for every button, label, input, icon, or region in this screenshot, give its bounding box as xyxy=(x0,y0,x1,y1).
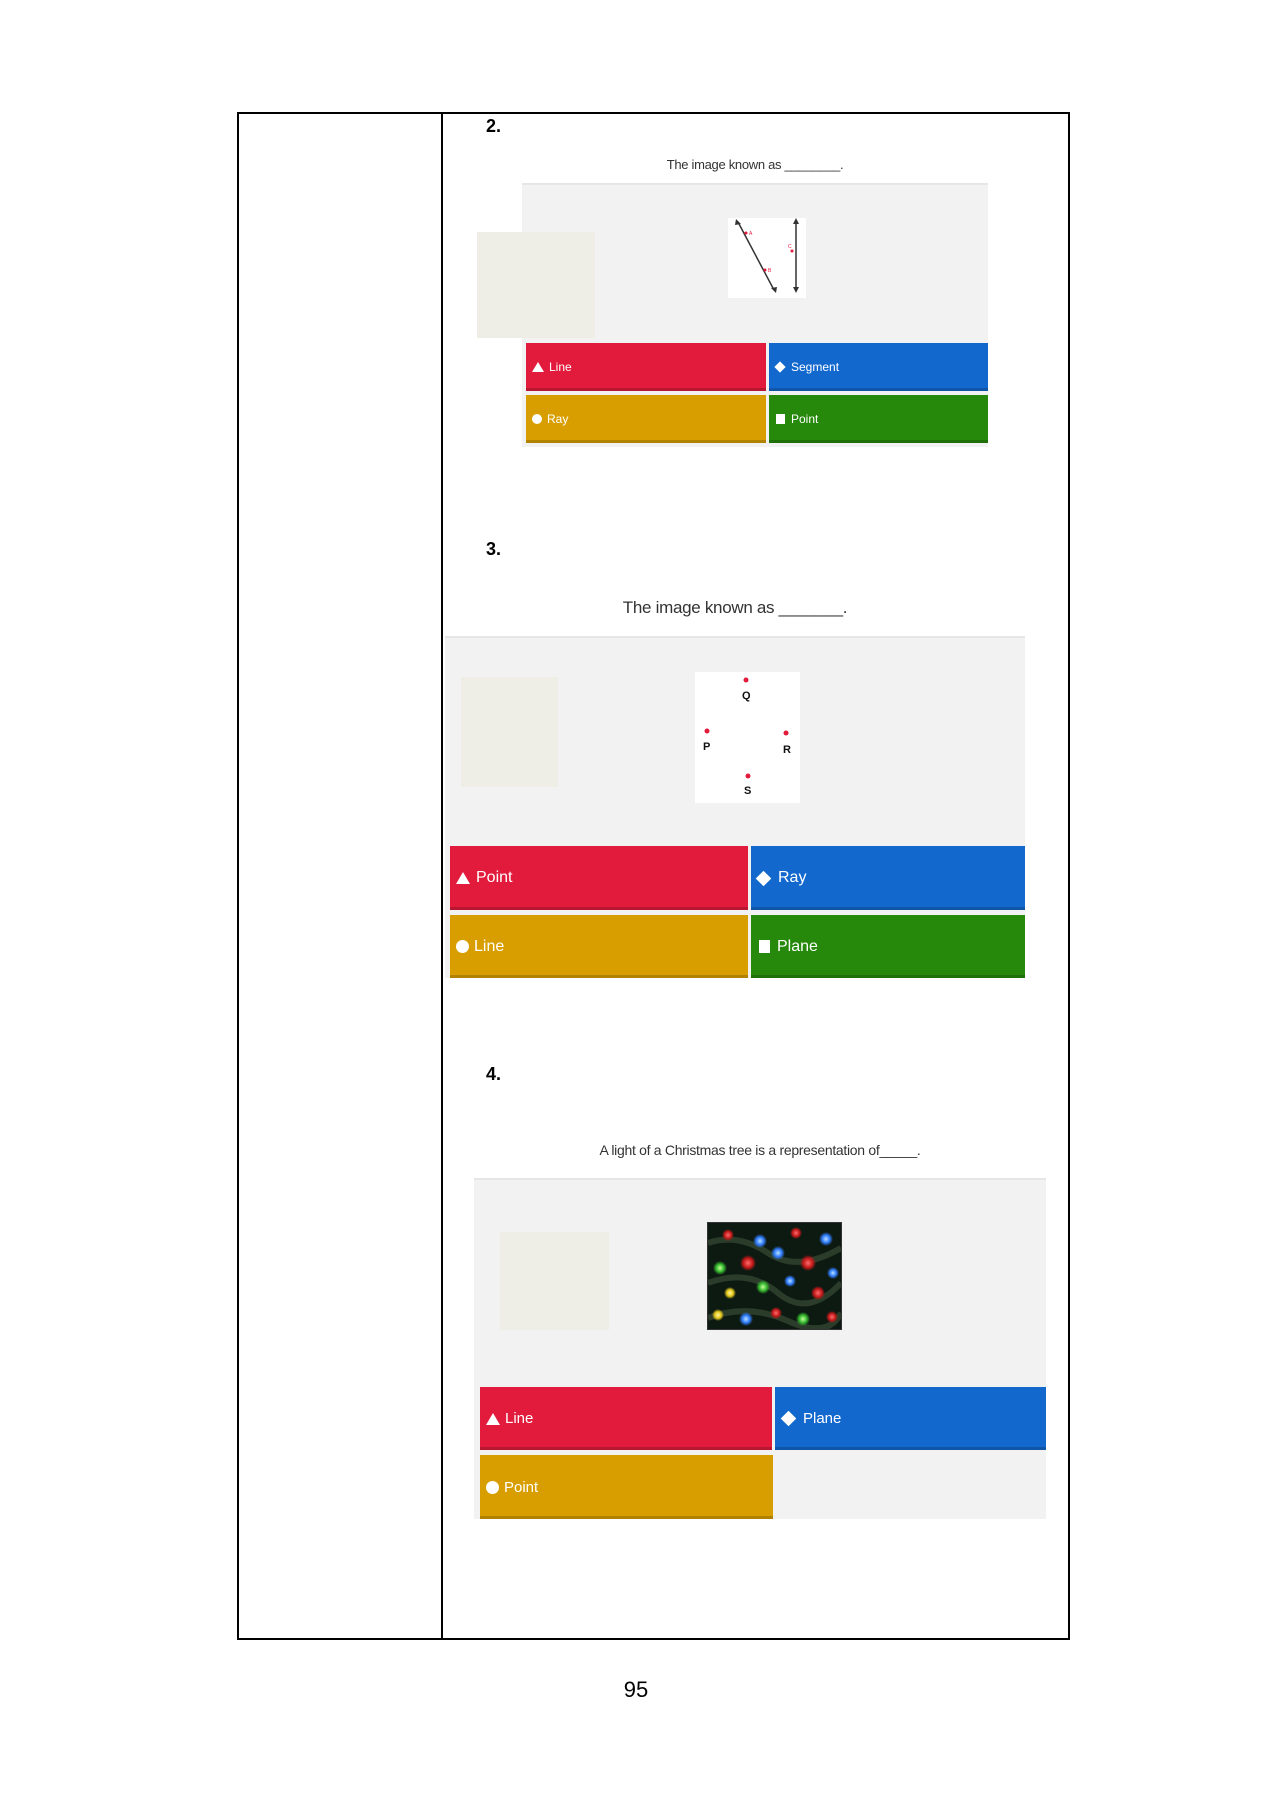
diamond-icon xyxy=(755,870,772,886)
answer-label: Line xyxy=(505,1410,534,1427)
diamond-icon xyxy=(774,361,786,373)
answer-label: Line xyxy=(549,360,572,374)
answer-label: Point xyxy=(504,1478,539,1496)
point-label: B xyxy=(768,268,772,274)
question-text: A light of a Christmas tree is a represe… xyxy=(474,1122,1046,1180)
question-number: 2. xyxy=(486,116,502,136)
table-frame xyxy=(237,112,1070,1640)
question-text: The image known as ________. xyxy=(522,145,988,185)
christmas-lights-image xyxy=(708,1223,841,1329)
answer-label: Segment xyxy=(791,360,840,374)
answer-label: Ray xyxy=(547,412,569,426)
square-icon xyxy=(759,940,770,953)
circle-icon xyxy=(486,1480,499,1494)
geometry-figure: A B C xyxy=(728,218,806,298)
question-text: The image known as _______. xyxy=(445,580,1025,638)
point-label: Q xyxy=(742,690,751,702)
answer-option-point[interactable]: Point xyxy=(769,395,988,443)
question-number: 3. xyxy=(486,539,502,559)
quiz-card-question-3: The image known as _______. Q P R S Poin… xyxy=(445,580,1025,978)
triangle-icon xyxy=(456,872,470,884)
circle-icon xyxy=(532,414,542,424)
four-points-figure: Q P R S xyxy=(703,677,791,797)
answer-option-line[interactable]: Line xyxy=(450,915,748,978)
image-placeholder xyxy=(477,232,595,338)
triangle-icon xyxy=(532,362,544,372)
answer-option-line[interactable]: Line xyxy=(480,1387,772,1450)
answer-option-plane[interactable]: Plane xyxy=(751,915,1025,978)
point-label: A xyxy=(749,231,753,237)
answer-option-plane[interactable]: Plane xyxy=(775,1387,1046,1450)
triangle-icon xyxy=(486,1412,500,1425)
answer-label: Point xyxy=(476,869,513,886)
question-number: 4. xyxy=(486,1064,502,1084)
answer-option-point[interactable]: Point xyxy=(480,1455,773,1519)
line-segment-figure: A B C xyxy=(735,218,799,293)
circle-icon xyxy=(456,940,469,953)
answer-label: Ray xyxy=(778,869,807,886)
answer-option-ray[interactable]: Ray xyxy=(526,395,766,443)
answer-option-line[interactable]: Line xyxy=(526,343,766,391)
answer-option-ray[interactable]: Ray xyxy=(751,846,1025,910)
diamond-icon xyxy=(780,1410,797,1427)
answer-label: Line xyxy=(474,937,505,955)
answer-option-segment[interactable]: Segment xyxy=(769,343,988,391)
answer-label: Point xyxy=(791,412,819,426)
point-label: P xyxy=(703,741,710,753)
point-label: S xyxy=(744,785,751,797)
page-number: 95 xyxy=(623,1677,649,1702)
answer-option-point[interactable]: Point xyxy=(450,846,748,910)
point-label: R xyxy=(783,744,791,756)
table-column-divider xyxy=(441,112,443,1640)
square-icon xyxy=(776,414,785,424)
image-placeholder xyxy=(461,677,558,787)
answer-label: Plane xyxy=(803,1410,842,1427)
points-figure: Q P R S xyxy=(695,672,800,803)
answer-label: Plane xyxy=(777,937,818,955)
quiz-card-question-4: A light of a Christmas tree is a represe… xyxy=(474,1122,1046,1519)
quiz-card-question-2: The image known as ________. A B C Line … xyxy=(522,145,988,447)
point-label: C xyxy=(788,244,792,250)
image-placeholder xyxy=(500,1232,609,1330)
christmas-lights-photo xyxy=(707,1222,842,1330)
